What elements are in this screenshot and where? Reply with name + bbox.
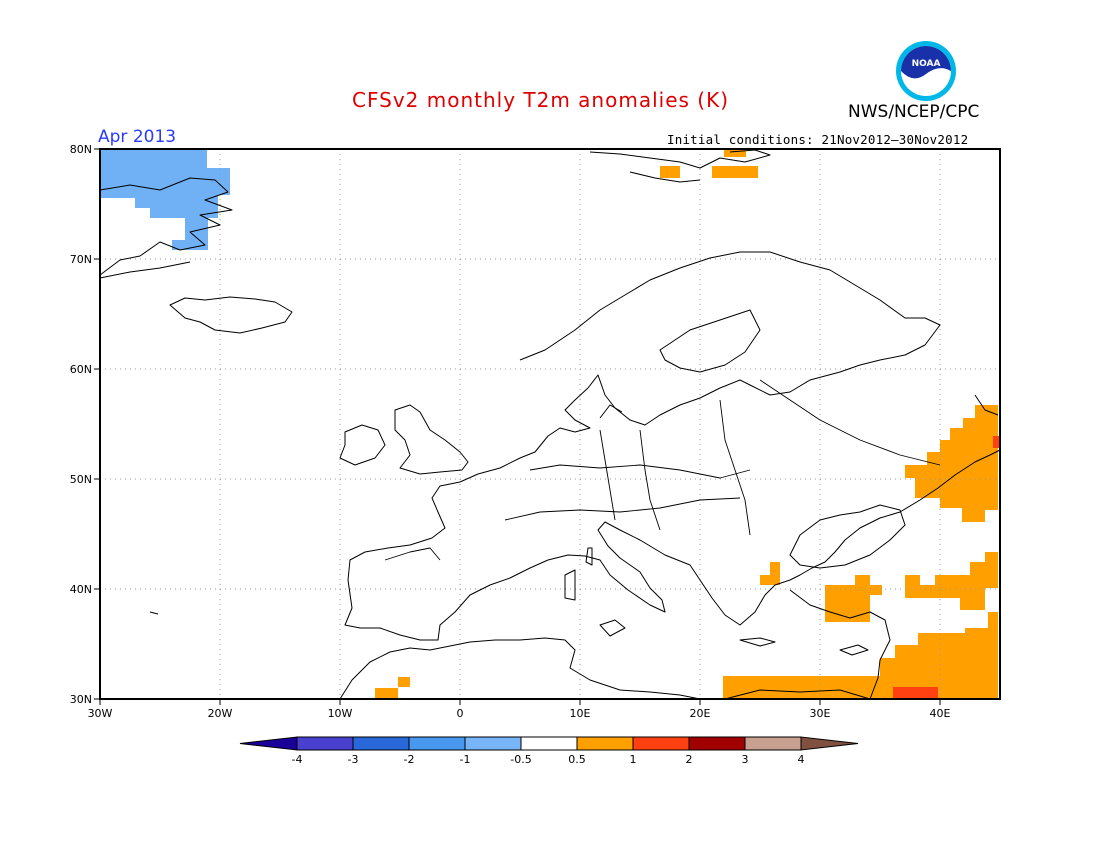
greenland-coast [99,177,233,276]
legend-label: 2 [686,753,693,766]
lon-tick-label: 40E [930,707,951,720]
coastlines [99,149,1001,700]
legend-label: 0.5 [568,753,586,766]
lon-tick-label: 10W [328,707,353,720]
europe-coast [344,251,1001,641]
legend-swatch [632,736,690,751]
legend-label: 4 [798,753,805,766]
lon-tick-label: 0 [457,707,464,720]
lon-tick-label: 20E [690,707,711,720]
legend-label: -4 [292,753,303,766]
legend-swatch [744,736,802,751]
anomaly-strong-regions [893,436,1000,699]
north-africa-coast [339,637,701,700]
lon-tick-label: 20W [208,707,233,720]
logo-text: NOAA [912,59,941,69]
britain-coast [394,404,469,475]
legend-swatch [296,736,354,751]
legend-label: -3 [348,753,359,766]
legend-swatch [408,736,466,751]
legend-swatch [688,736,746,751]
legend-label: -0.5 [510,753,531,766]
lon-tick-label: 30E [810,707,831,720]
lat-tick-label: 60N [70,363,92,376]
anomaly-positive-regions [375,149,998,699]
legend-swatch [576,736,634,751]
anomaly-negative-regions [100,149,230,250]
legend-swatch [352,736,410,751]
legend-label: 1 [630,753,637,766]
ireland-coast [339,424,386,466]
lon-tick-label: 10E [570,707,591,720]
chart-title: CFSv2 monthly T2m anomalies (K) [352,88,729,112]
svalbard-coast [589,149,771,183]
legend-label: -2 [404,753,415,766]
iceland-coast [169,296,293,334]
agency-label: NWS/NCEP/CPC [848,102,980,122]
noaa-logo-icon: NOAA [896,41,956,101]
lat-tick-label: 30N [70,693,92,706]
lat-tick-label: 80N [70,143,92,156]
legend-arrow-high [800,736,859,751]
initial-conditions: Initial conditions: 21Nov2012–30Nov2012 [667,132,969,147]
map-frame [99,148,1001,700]
legend-arrow-low [239,736,298,751]
black-sea-coast [789,504,906,569]
lon-tick-label: 30W [88,707,113,720]
legend-label: -1 [460,753,471,766]
lat-tick-label: 40N [70,583,92,596]
lat-tick-label: 70N [70,253,92,266]
legend-label: 3 [742,753,749,766]
legend-swatch [464,736,522,751]
forecast-period: Apr 2013 [98,127,177,147]
lat-tick-label: 50N [70,473,92,486]
legend-swatch [520,736,578,751]
